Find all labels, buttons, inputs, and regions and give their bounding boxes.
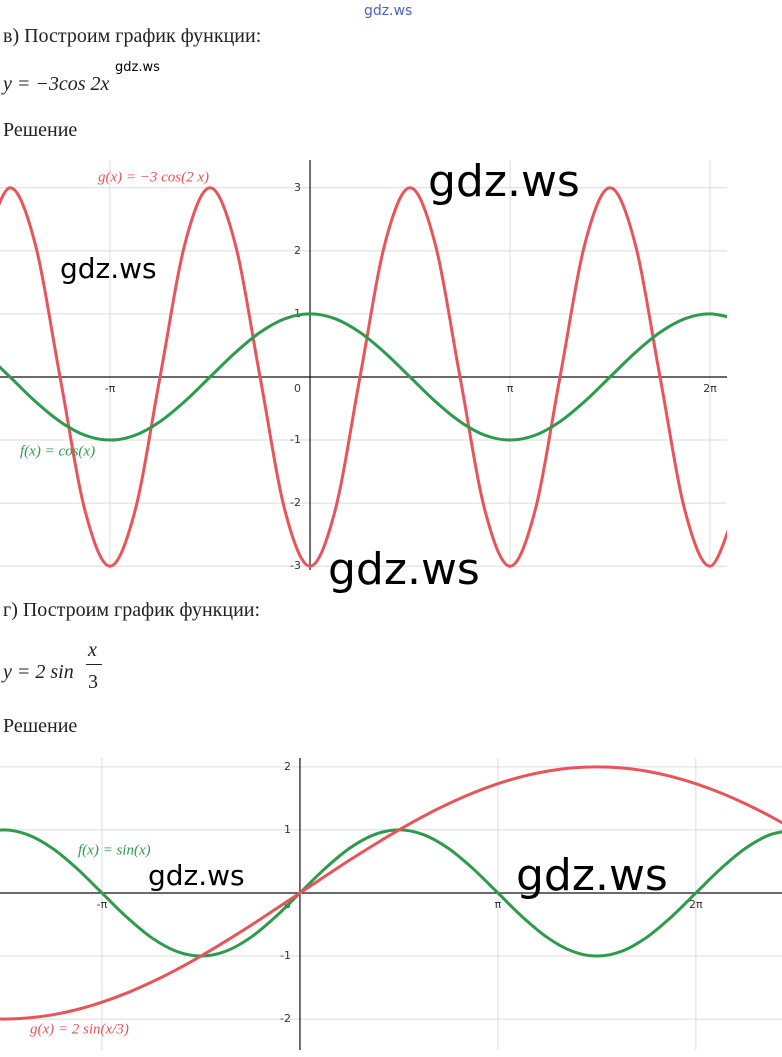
y-tick-label: 2: [284, 760, 291, 773]
function-label: g(x) = 2 sin(x/3): [30, 1021, 129, 1037]
y-tick-label: 3: [294, 181, 301, 194]
fraction-denominator: 3: [88, 671, 98, 693]
formula: y = 2 sin: [3, 661, 74, 683]
formula: y = −3cos 2x: [3, 73, 110, 95]
y-tick-label: 1: [284, 823, 291, 836]
y-tick-label: 2: [294, 244, 301, 257]
curve: [0, 186, 727, 568]
watermark: gdz.ws: [428, 156, 580, 207]
watermark: gdz.ws: [364, 3, 413, 19]
function-label: f(x) = cos(x): [20, 443, 95, 459]
task: г) Построим график функции:: [3, 599, 261, 621]
curve: [0, 765, 782, 1021]
y-tick-label: -2: [290, 496, 301, 509]
fraction-numerator: x: [88, 639, 97, 661]
x-tick-label: 2π: [703, 382, 717, 395]
watermark: gdz.ws: [328, 544, 480, 595]
watermark: gdz.ws: [115, 60, 160, 75]
x-tick-label: π: [507, 382, 514, 395]
x-tick-label: π: [495, 898, 502, 911]
watermark: gdz.ws: [516, 850, 668, 901]
y-tick-label: -2: [280, 1012, 291, 1025]
x-tick-label: 2π: [689, 898, 703, 911]
fraction-bar: [86, 664, 102, 665]
solution: Решение: [3, 119, 78, 141]
y-tick-label: -1: [280, 949, 291, 962]
y-tick-label: 0: [294, 382, 301, 395]
watermark: gdz.ws: [148, 859, 245, 892]
function-label: g(x) = −3 cos(2 x): [98, 169, 209, 185]
curve: [0, 828, 782, 958]
task: в) Построим график функции:: [3, 25, 262, 47]
chart: -3 -2 -1 0 1 2 3 -π π 2π g(x) = −3 cos(2 x) f(x) = …: [0, 160, 727, 570]
x-tick-label: -π: [97, 898, 108, 911]
curve: [0, 312, 727, 442]
function-label: f(x) = sin(x): [78, 842, 151, 858]
solution: Решение: [3, 715, 78, 737]
x-tick-label: -π: [105, 382, 116, 395]
y-tick-label: -1: [290, 433, 301, 446]
watermark: gdz.ws: [60, 252, 157, 285]
y-tick-label: -3: [290, 559, 301, 570]
y-tick-label: 1: [294, 307, 301, 320]
